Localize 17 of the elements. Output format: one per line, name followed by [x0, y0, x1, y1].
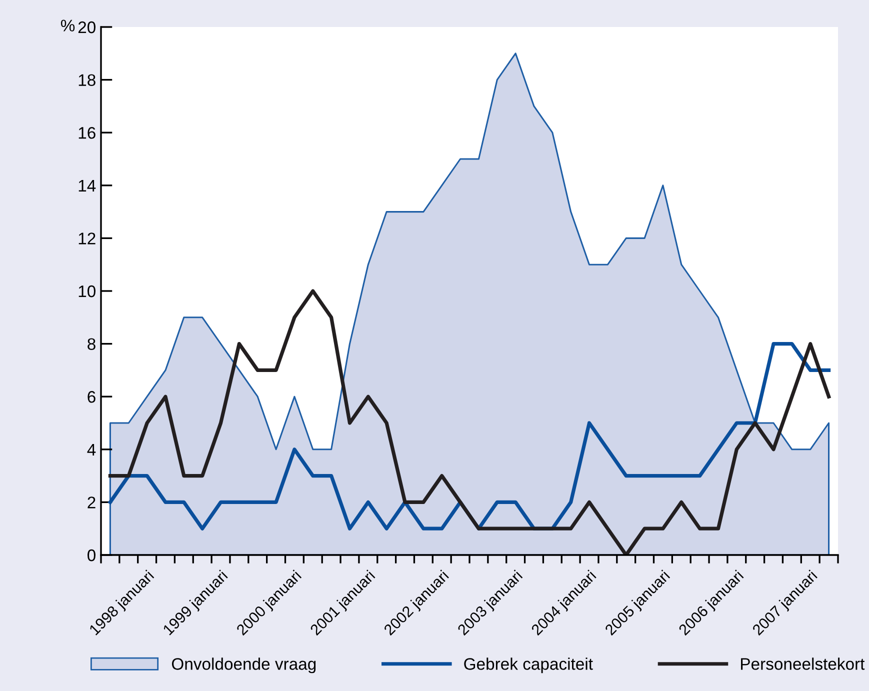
y-tick-label: 0 — [88, 549, 96, 562]
y-tick-label: 8 — [88, 338, 96, 350]
y-tick-label: 2 — [88, 496, 96, 508]
y-tick-label: 18 — [78, 74, 96, 86]
y-tick-label: 20 — [78, 21, 96, 34]
y-tick-label: 4 — [87, 444, 96, 456]
line-series — [108, 342, 831, 530]
y-tick-label: 16 — [78, 127, 96, 139]
y-tick-label: 14 — [78, 180, 96, 192]
legend-label: Personeelstekort — [741, 658, 865, 670]
legend-label: Onvoldoende vraag — [172, 658, 316, 674]
legend-label: Gebrek capaciteit — [464, 658, 593, 674]
y-axis-title: % — [60, 20, 75, 32]
y-tick-label: 12 — [78, 232, 96, 244]
y-tick-label: 6 — [88, 391, 96, 403]
y-tick-label: 10 — [78, 285, 96, 298]
line-series — [108, 289, 831, 555]
